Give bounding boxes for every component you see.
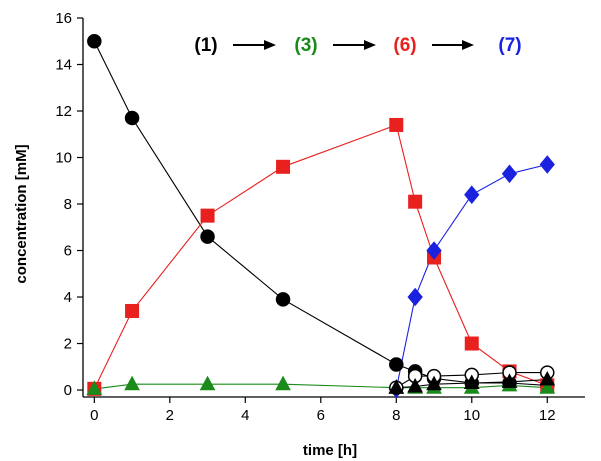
scheme-label-7: (7) xyxy=(498,35,521,56)
axes xyxy=(82,18,585,398)
y-tick-label: 10 xyxy=(55,150,72,167)
y-tick-label: 12 xyxy=(55,103,72,120)
x-tick-label: 12 xyxy=(539,407,556,424)
arrow-icon xyxy=(233,40,276,50)
series-lines xyxy=(93,41,548,390)
x-tick-label: 0 xyxy=(90,407,98,424)
data-point xyxy=(275,375,291,391)
x-tick-label: 6 xyxy=(317,407,325,424)
x-ticks: 0 2 4 6 8 10 12 xyxy=(90,397,556,424)
y-tick-label: 2 xyxy=(64,336,72,353)
data-point xyxy=(539,379,556,394)
data-point xyxy=(86,380,103,395)
series-line-1 xyxy=(93,124,548,390)
data-point xyxy=(199,375,216,391)
y-axis-title: concentration [mM] xyxy=(13,144,30,283)
series-line-0 xyxy=(93,41,548,386)
data-point xyxy=(501,373,518,388)
data-point xyxy=(407,287,423,307)
x-tick-label: 8 xyxy=(392,407,400,424)
arrow-icon xyxy=(432,40,474,50)
data-point xyxy=(389,117,404,132)
data-point xyxy=(408,194,423,209)
y-tick-label: 4 xyxy=(64,289,72,306)
x-tick-label: 10 xyxy=(463,407,480,424)
data-point xyxy=(275,292,291,307)
data-point xyxy=(124,110,140,126)
scheme-label-1: (1) xyxy=(194,35,217,56)
data-point xyxy=(87,34,102,49)
data-point xyxy=(539,155,555,174)
data-point xyxy=(426,241,442,260)
data-point xyxy=(426,375,442,391)
series-markers xyxy=(86,34,556,399)
data-point xyxy=(200,208,215,223)
data-point xyxy=(464,185,480,204)
data-point xyxy=(539,371,556,386)
x-tick-label: 2 xyxy=(166,407,174,424)
data-point xyxy=(407,377,423,393)
series-layer xyxy=(86,34,556,399)
y-tick-label: 14 xyxy=(55,57,72,74)
data-point xyxy=(501,164,518,184)
y-tick-label: 0 xyxy=(64,382,72,399)
scheme-label-3: (3) xyxy=(294,35,317,56)
data-point xyxy=(389,357,404,372)
y-tick-label: 16 xyxy=(55,10,72,27)
y-ticks: 0 2 4 6 8 10 12 14 16 xyxy=(55,10,83,399)
data-point xyxy=(464,336,479,351)
x-tick-label: 4 xyxy=(241,407,249,424)
x-axis-title: time [h] xyxy=(303,442,357,459)
series-line-2 xyxy=(94,383,548,390)
data-point xyxy=(124,375,140,391)
arrow-icon xyxy=(333,40,376,50)
data-point xyxy=(388,379,405,394)
data-point xyxy=(463,374,480,390)
data-point xyxy=(200,229,215,244)
data-point xyxy=(276,159,291,174)
data-point xyxy=(125,303,140,318)
y-tick-label: 8 xyxy=(64,196,72,213)
scheme-label-6: (6) xyxy=(393,35,416,56)
y-tick-label: 6 xyxy=(64,243,72,260)
reaction-scheme: (1) (3) (6) (7) xyxy=(194,35,521,56)
